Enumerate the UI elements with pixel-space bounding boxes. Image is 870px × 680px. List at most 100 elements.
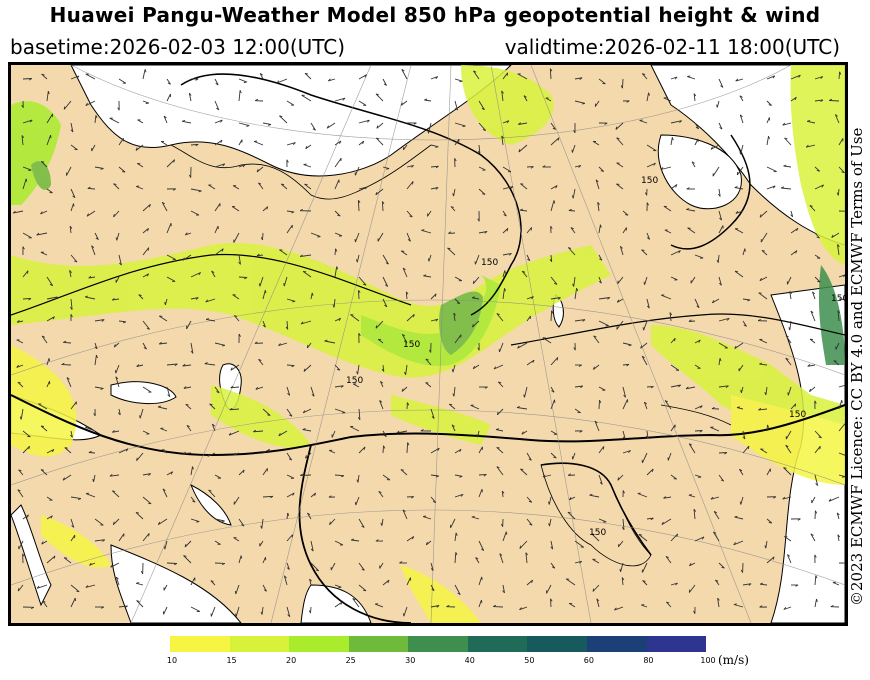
- wind-arrow-head: [837, 534, 841, 538]
- wind-arrow-head: [412, 181, 414, 185]
- wind-arrow-head: [173, 159, 176, 163]
- graticule: [11, 65, 845, 623]
- wind-arrow-head: [828, 498, 832, 502]
- wind-arrow: [807, 364, 816, 367]
- wind-arrow-head: [427, 258, 430, 262]
- wind-arrow-head: [833, 360, 837, 362]
- wind-arrow: [571, 144, 576, 153]
- wind-arrow: [163, 606, 168, 615]
- wind-arrow: [664, 229, 672, 234]
- wind-arrow: [426, 540, 432, 546]
- wind-arrow: [785, 357, 792, 366]
- wind-arrow: [188, 93, 192, 102]
- wind-arrow: [94, 355, 97, 366]
- wind-arrow: [406, 164, 414, 168]
- wind-arrow: [230, 364, 240, 371]
- wind-arrow-head: [95, 237, 99, 240]
- wind-arrow-head: [288, 458, 292, 461]
- wind-arrow: [454, 584, 461, 595]
- wind-arrow-head: [593, 335, 597, 338]
- wind-arrow-head: [102, 539, 106, 542]
- wind-arrow-head: [258, 182, 262, 185]
- wind-arrow: [382, 474, 391, 481]
- wind-arrow: [473, 70, 480, 80]
- wind-arrow: [783, 165, 792, 168]
- wind-arrow-head: [270, 495, 274, 499]
- wind-arrow: [351, 539, 360, 542]
- wind-arrow-head: [436, 605, 440, 608]
- wind-arrow: [766, 185, 776, 190]
- wind-arrow-head: [501, 90, 504, 94]
- wind-arrow-head: [550, 225, 553, 229]
- wind-arrow: [589, 494, 600, 498]
- wind-arrow-head: [292, 142, 296, 146]
- colorbar-tick-label: 20: [286, 656, 297, 665]
- wind-arrow-head: [481, 576, 483, 580]
- wind-arrow-head: [195, 78, 199, 81]
- wind-arrow: [328, 78, 336, 82]
- wind-arrow: [550, 430, 558, 435]
- wind-arrow-head: [619, 568, 622, 572]
- wind-arrow-head: [481, 548, 484, 551]
- wind-arrow-head: [238, 333, 241, 337]
- wind-arrow-head: [496, 313, 500, 316]
- wind-arrow-head: [216, 391, 220, 394]
- wind-arrow: [85, 296, 96, 300]
- wind-arrow: [334, 408, 346, 413]
- wind-arrow: [502, 210, 507, 217]
- wind-arrow-head: [620, 245, 623, 249]
- wind-arrow: [810, 310, 816, 322]
- wind-arrow: [136, 600, 144, 608]
- wind-arrow: [238, 254, 241, 265]
- wind-arrow: [790, 250, 798, 256]
- wind-arrow-head: [726, 317, 730, 321]
- wind-arrow-head: [412, 314, 415, 318]
- wind-arrow: [616, 183, 624, 190]
- wind-arrow: [262, 408, 271, 416]
- wind-arrow: [137, 163, 144, 168]
- wind-arrow-head: [48, 358, 51, 362]
- wind-arrow: [502, 72, 508, 80]
- wind-arrow-head: [551, 390, 555, 393]
- wind-arrow: [694, 430, 703, 432]
- wind-arrow-head: [291, 534, 294, 538]
- wind-arrow-head: [256, 169, 259, 173]
- wind-arrow: [401, 334, 408, 344]
- wind-arrow: [118, 78, 127, 84]
- wind-arrow-head: [407, 442, 410, 446]
- wind-arrow: [118, 254, 122, 266]
- wind-arrow-head: [573, 130, 576, 134]
- wind-arrow: [550, 254, 553, 262]
- wind-arrow-head: [144, 69, 147, 73]
- wind-arrow: [598, 400, 600, 410]
- wind-arrow: [136, 364, 144, 367]
- wind-arrow-head: [675, 184, 678, 188]
- wind-arrow-head: [230, 367, 233, 371]
- wind-arrow-head: [266, 206, 269, 210]
- wind-arrow: [112, 518, 120, 526]
- wind-arrow: [286, 512, 289, 520]
- wind-arrow: [688, 320, 696, 322]
- wind-arrow-head: [378, 490, 382, 494]
- wind-arrow: [472, 276, 480, 284]
- wind-arrow: [40, 425, 48, 432]
- wind-arrow: [301, 94, 312, 102]
- wind-arrow: [262, 320, 266, 328]
- wind-arrow: [759, 339, 768, 344]
- wind-arrow-head: [198, 190, 202, 193]
- wind-arrow: [46, 276, 54, 286]
- wind-arrow-head: [579, 430, 583, 433]
- wind-arrow: [739, 114, 744, 124]
- wind-arrow: [85, 584, 96, 588]
- wind-arrow-head: [26, 514, 29, 518]
- wind-arrow-head: [70, 129, 74, 133]
- wind-arrow: [430, 474, 439, 477]
- wind-arrow: [214, 518, 225, 522]
- wind-arrow: [358, 119, 370, 124]
- wind-arrow: [94, 386, 104, 389]
- wind-arrow-head: [358, 290, 361, 294]
- wind-arrow-head: [73, 203, 75, 207]
- wind-arrow: [206, 318, 216, 322]
- wind-arrow: [261, 606, 264, 615]
- wind-arrow: [334, 232, 343, 237]
